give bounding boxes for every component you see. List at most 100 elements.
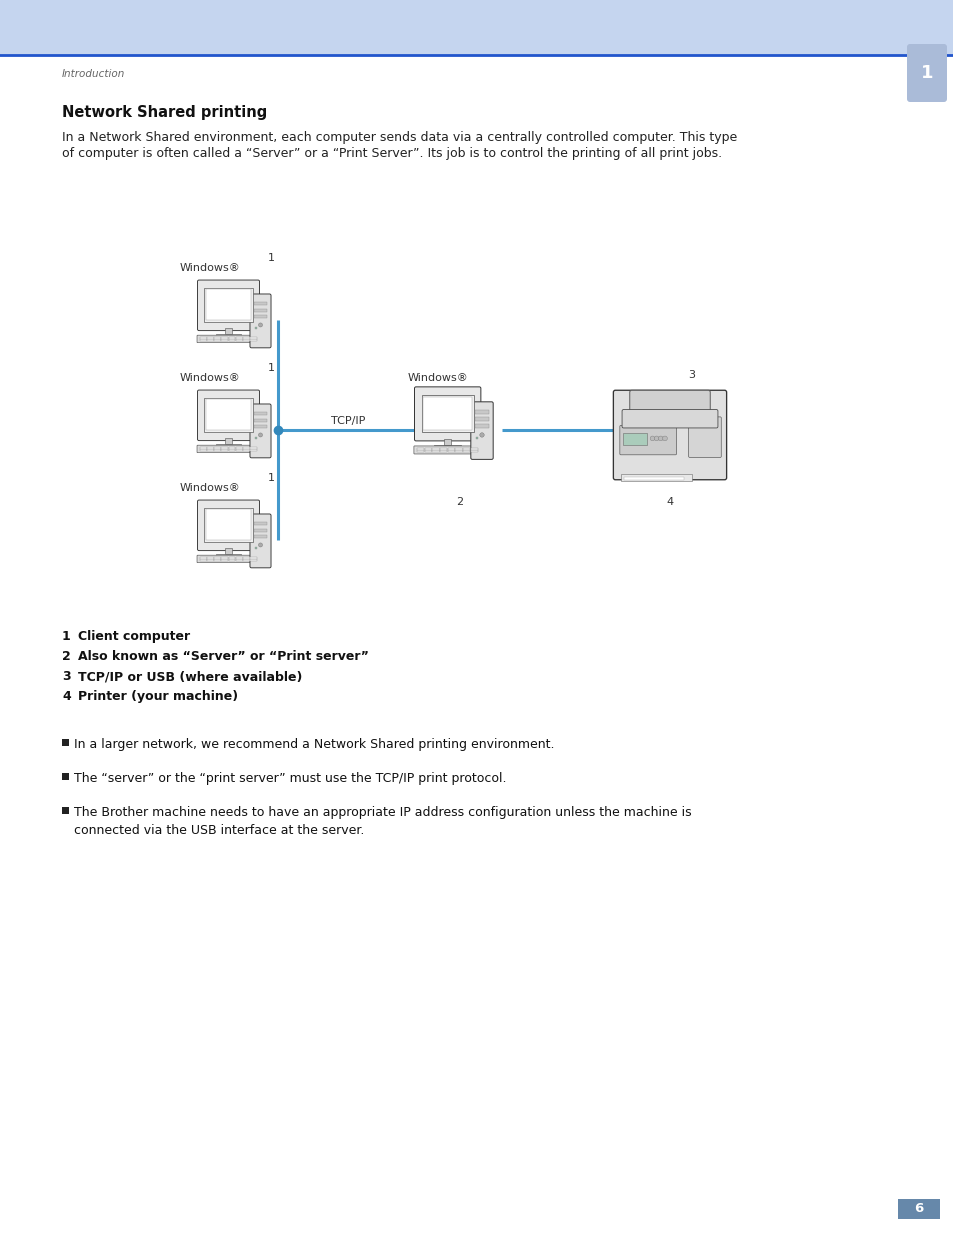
FancyBboxPatch shape <box>906 44 946 103</box>
Text: In a Network Shared environment, each computer sends data via a centrally contro: In a Network Shared environment, each co… <box>62 131 737 144</box>
Bar <box>439 451 447 452</box>
FancyBboxPatch shape <box>250 404 271 458</box>
Bar <box>470 448 477 450</box>
Bar <box>250 337 256 338</box>
Bar <box>455 448 462 450</box>
FancyBboxPatch shape <box>197 390 259 441</box>
Bar <box>242 337 250 338</box>
Bar <box>221 447 228 448</box>
FancyBboxPatch shape <box>250 514 271 568</box>
Bar <box>447 448 455 450</box>
Bar <box>242 447 250 448</box>
Text: 3: 3 <box>687 370 695 380</box>
Bar <box>0 0 953 56</box>
Bar <box>250 450 256 451</box>
Bar <box>475 417 489 421</box>
Bar <box>253 315 267 319</box>
Bar <box>200 340 207 341</box>
Bar <box>462 451 470 452</box>
Bar <box>214 337 221 338</box>
Text: TCP/IP or USB (where available): TCP/IP or USB (where available) <box>78 671 302 683</box>
Bar <box>242 450 250 451</box>
Bar <box>250 340 256 341</box>
Bar <box>200 447 207 448</box>
Bar <box>242 557 250 558</box>
Text: The Brother machine needs to have an appropriate IP address configuration unless: The Brother machine needs to have an app… <box>74 806 691 837</box>
Bar <box>221 337 228 338</box>
Bar <box>206 289 251 320</box>
FancyBboxPatch shape <box>197 556 260 563</box>
FancyBboxPatch shape <box>197 500 259 551</box>
Bar <box>434 445 460 448</box>
Bar <box>254 327 257 329</box>
Bar <box>207 447 213 448</box>
Text: Windows®: Windows® <box>408 373 468 383</box>
Bar <box>462 448 470 450</box>
Text: Network Shared printing: Network Shared printing <box>62 105 267 120</box>
Text: Windows®: Windows® <box>180 373 240 383</box>
Bar <box>235 447 242 448</box>
Bar <box>221 340 228 341</box>
Bar <box>62 739 69 746</box>
FancyBboxPatch shape <box>613 390 726 479</box>
Bar <box>214 450 221 451</box>
Bar <box>622 433 646 446</box>
Bar <box>447 451 455 452</box>
FancyBboxPatch shape <box>414 387 480 441</box>
Circle shape <box>258 433 262 437</box>
Text: Windows®: Windows® <box>180 483 240 493</box>
Bar <box>204 508 253 542</box>
Bar <box>424 448 432 450</box>
Circle shape <box>658 436 662 441</box>
Bar <box>242 340 250 341</box>
Text: 1: 1 <box>920 64 932 82</box>
Bar <box>253 419 267 422</box>
Bar <box>207 559 213 561</box>
Text: TCP/IP: TCP/IP <box>331 416 365 426</box>
Bar <box>897 1199 939 1219</box>
Bar <box>200 557 207 558</box>
Bar <box>250 447 256 448</box>
FancyBboxPatch shape <box>619 425 676 454</box>
FancyBboxPatch shape <box>688 417 720 457</box>
Bar <box>253 522 267 525</box>
Circle shape <box>662 436 667 441</box>
Bar <box>235 559 242 561</box>
Bar <box>62 806 69 814</box>
Text: The “server” or the “print server” must use the TCP/IP print protocol.: The “server” or the “print server” must … <box>74 772 506 785</box>
Bar <box>253 303 267 305</box>
Text: 2: 2 <box>456 496 463 508</box>
Text: 1: 1 <box>268 363 274 373</box>
Bar <box>235 337 242 338</box>
Circle shape <box>258 543 262 547</box>
Bar <box>623 477 683 480</box>
Bar <box>432 448 439 450</box>
Bar <box>470 451 477 452</box>
Bar <box>221 450 228 451</box>
Text: 1: 1 <box>268 253 274 263</box>
FancyBboxPatch shape <box>471 401 493 459</box>
Bar <box>207 450 213 451</box>
Bar <box>221 557 228 558</box>
Bar <box>254 547 257 548</box>
Bar <box>221 559 228 561</box>
Circle shape <box>479 432 484 437</box>
Text: Also known as “Server” or “Print server”: Also known as “Server” or “Print server” <box>78 650 369 663</box>
Bar <box>204 288 253 322</box>
Text: Windows®: Windows® <box>180 263 240 273</box>
Bar <box>229 340 235 341</box>
Bar <box>620 474 691 482</box>
Bar <box>216 445 240 447</box>
Text: Introduction: Introduction <box>62 69 125 79</box>
Bar <box>455 451 462 452</box>
Bar <box>253 529 267 532</box>
FancyBboxPatch shape <box>629 390 709 412</box>
Bar <box>214 340 221 341</box>
FancyBboxPatch shape <box>250 294 271 348</box>
Bar <box>225 548 232 555</box>
Text: In a larger network, we recommend a Network Shared printing environment.: In a larger network, we recommend a Netw… <box>74 739 554 751</box>
Bar <box>242 559 250 561</box>
FancyBboxPatch shape <box>197 280 259 331</box>
FancyBboxPatch shape <box>414 446 481 454</box>
Bar <box>216 555 240 557</box>
